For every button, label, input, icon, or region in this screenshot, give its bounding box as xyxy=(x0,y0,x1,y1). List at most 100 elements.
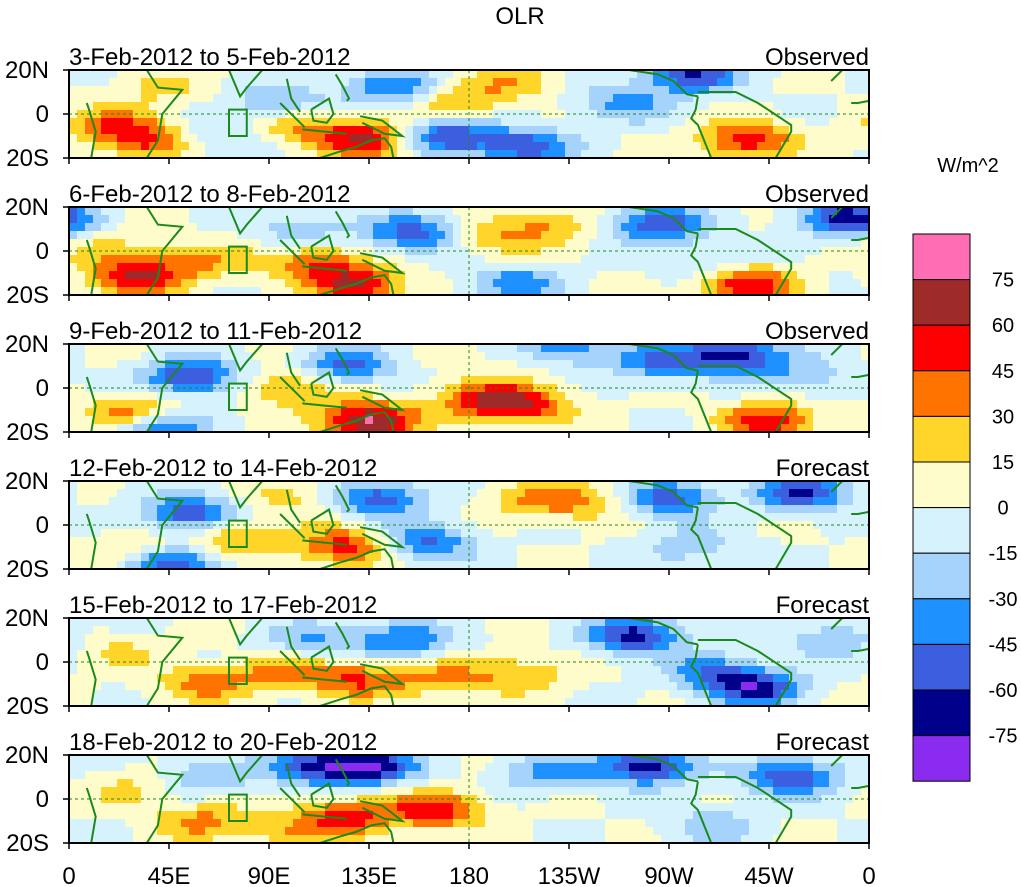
olr-cell xyxy=(685,489,694,498)
olr-cell xyxy=(253,287,262,295)
olr-cell xyxy=(661,126,670,135)
olr-cell xyxy=(829,392,838,401)
olr-cell xyxy=(621,86,630,95)
olr-cell xyxy=(165,392,174,401)
olr-cell xyxy=(653,118,662,127)
olr-cell xyxy=(373,545,382,554)
olr-cell xyxy=(69,255,78,264)
olr-cell xyxy=(325,255,334,264)
olr-cell xyxy=(405,231,414,240)
olr-cell xyxy=(373,150,382,158)
olr-cell xyxy=(573,505,582,514)
olr-cell xyxy=(509,263,518,272)
olr-cell xyxy=(573,521,582,530)
olr-cell xyxy=(805,126,814,135)
olr-cell xyxy=(789,384,798,393)
olr-cell xyxy=(205,481,214,490)
olr-cell xyxy=(293,497,302,506)
olr-cell xyxy=(645,400,654,409)
olr-cell xyxy=(357,481,366,490)
olr-cell xyxy=(789,505,798,514)
olr-cell xyxy=(429,223,438,232)
olr-cell xyxy=(501,255,510,264)
olr-cell xyxy=(685,352,694,361)
olr-cell xyxy=(781,239,790,248)
olr-cell xyxy=(637,263,646,272)
olr-cell xyxy=(701,626,710,635)
olr-cell xyxy=(749,352,758,361)
olr-cell xyxy=(365,255,374,264)
olr-cell xyxy=(541,545,550,554)
olr-cell xyxy=(837,126,846,135)
olr-cell xyxy=(141,271,150,280)
olr-cell xyxy=(101,126,110,135)
olr-cell xyxy=(309,110,318,119)
coastline xyxy=(689,370,713,432)
olr-cell xyxy=(317,102,326,111)
olr-cell xyxy=(757,368,766,377)
olr-cell xyxy=(165,384,174,393)
olr-cell xyxy=(381,102,390,111)
olr-cell xyxy=(709,255,718,264)
olr-cell xyxy=(845,642,854,651)
olr-cell xyxy=(861,392,869,401)
olr-cell xyxy=(381,231,390,240)
olr-cell xyxy=(573,279,582,288)
olr-cell xyxy=(453,481,462,490)
olr-cell xyxy=(461,408,470,417)
olr-cell xyxy=(605,489,614,498)
olr-cell xyxy=(613,553,622,562)
olr-cell xyxy=(245,352,254,361)
olr-cell xyxy=(181,497,190,506)
olr-cell xyxy=(677,376,686,385)
olr-cell xyxy=(269,561,278,569)
olr-cell xyxy=(213,416,222,425)
olr-cell xyxy=(661,279,670,288)
olr-cell xyxy=(797,78,806,87)
olr-cell xyxy=(781,134,790,143)
olr-cell xyxy=(69,392,78,401)
olr-cell xyxy=(277,239,286,248)
olr-cell xyxy=(445,271,454,280)
olr-cell xyxy=(725,424,734,432)
olr-cell xyxy=(565,416,574,425)
olr-cell xyxy=(101,102,110,111)
olr-cell xyxy=(333,142,342,151)
olr-cell xyxy=(469,553,478,562)
olr-cell xyxy=(341,70,350,79)
olr-cell xyxy=(445,223,454,232)
olr-cell xyxy=(493,86,502,95)
olr-cell xyxy=(525,400,534,409)
olr-cell xyxy=(85,134,94,143)
olr-cell xyxy=(813,626,822,635)
olr-cell xyxy=(109,360,118,369)
olr-cell xyxy=(109,118,118,127)
olr-cell xyxy=(565,513,574,522)
olr-cell xyxy=(389,271,398,280)
olr-cell xyxy=(589,489,598,498)
olr-cell xyxy=(661,424,670,432)
olr-cell xyxy=(229,70,238,79)
olr-cell xyxy=(373,513,382,522)
olr-cell xyxy=(461,529,470,538)
olr-cell xyxy=(693,102,702,111)
olr-cell xyxy=(813,247,822,256)
olr-cell xyxy=(749,207,758,216)
olr-cell xyxy=(157,344,166,353)
olr-cell xyxy=(141,481,150,490)
olr-cell xyxy=(797,287,806,295)
olr-cell xyxy=(325,142,334,151)
olr-cell xyxy=(501,150,510,158)
olr-cell xyxy=(637,255,646,264)
olr-cell xyxy=(117,561,126,569)
olr-cell xyxy=(365,553,374,562)
olr-cell xyxy=(589,481,598,490)
coastline xyxy=(319,274,395,295)
olr-cell xyxy=(661,416,670,425)
olr-cell xyxy=(333,134,342,143)
olr-cell xyxy=(773,642,782,651)
olr-cell xyxy=(389,368,398,377)
olr-cell xyxy=(813,634,822,643)
olr-cell xyxy=(381,497,390,506)
